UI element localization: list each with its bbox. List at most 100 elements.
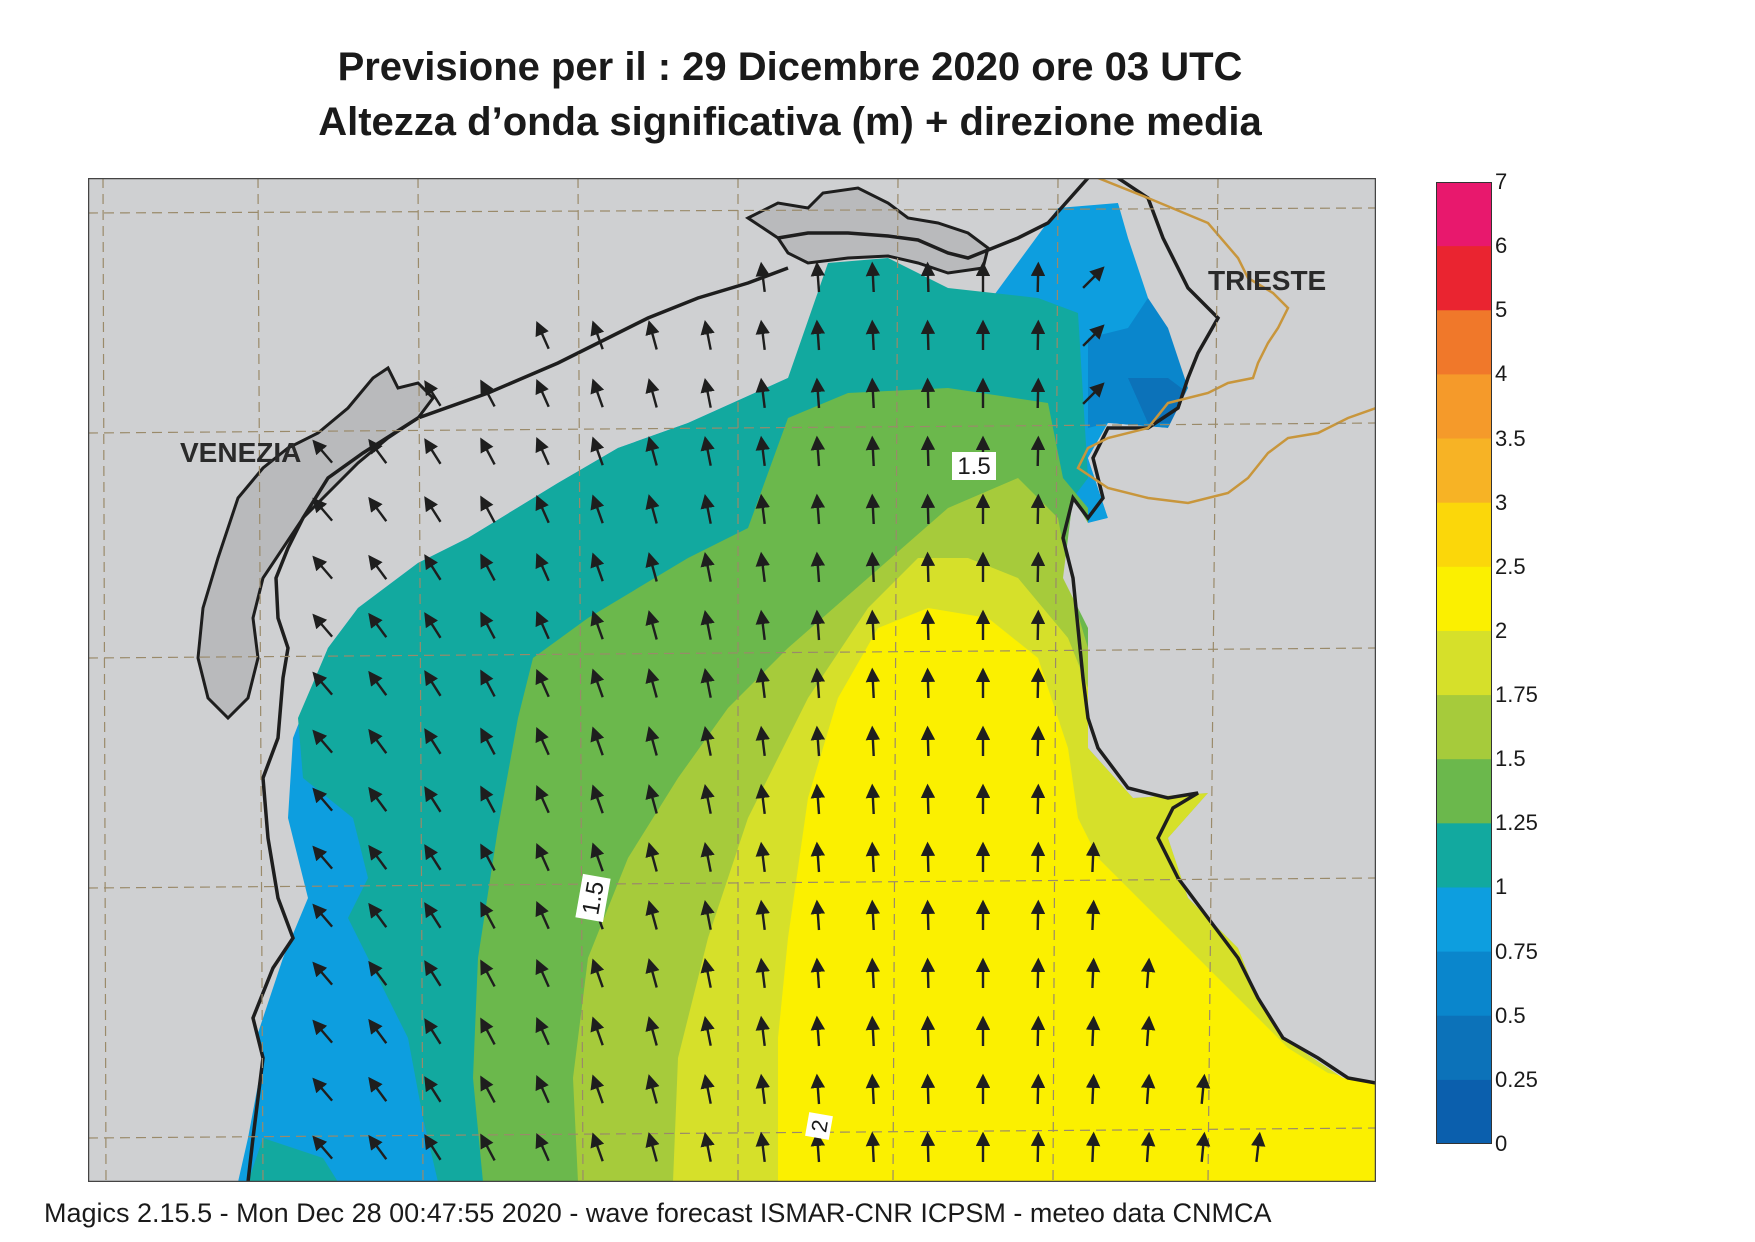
direction-arrow xyxy=(700,667,715,698)
coastline-north xyxy=(777,178,1090,260)
direction-arrow xyxy=(755,899,770,931)
direction-arrow xyxy=(920,435,936,467)
direction-arrow xyxy=(535,495,550,524)
direction-arrow xyxy=(755,609,770,641)
direction-arrow xyxy=(368,1134,388,1160)
direction-arrow xyxy=(1140,1131,1156,1163)
direction-arrow xyxy=(755,841,770,873)
direction-arrow xyxy=(920,1015,936,1047)
direction-arrow xyxy=(535,437,550,466)
legend-tick-label: 0 xyxy=(1495,1131,1508,1156)
svg-text:2: 2 xyxy=(806,1118,833,1134)
title-line-1: Previsione per il : 29 Dicembre 2020 ore… xyxy=(337,45,1243,89)
lagoon-grado xyxy=(745,186,990,275)
direction-arrow xyxy=(1030,377,1046,409)
direction-arrow xyxy=(755,725,770,757)
direction-arrow xyxy=(535,1133,550,1162)
legend-swatch xyxy=(1436,1015,1492,1081)
direction-arrow xyxy=(535,1075,550,1104)
legend-swatch xyxy=(1436,823,1492,888)
legend-swatch xyxy=(1436,951,1492,1017)
legend-tick-label: 3 xyxy=(1495,489,1508,515)
direction-arrow xyxy=(865,899,881,931)
direction-arrow xyxy=(755,377,770,409)
direction-arrow xyxy=(312,1077,334,1102)
legend-swatch xyxy=(1436,887,1492,953)
direction-arrow xyxy=(480,437,496,465)
legend-swatch xyxy=(1436,182,1492,247)
direction-arrow xyxy=(755,319,770,351)
direction-arrow xyxy=(865,957,881,989)
direction-arrow xyxy=(755,1073,770,1105)
direction-arrow xyxy=(1196,1131,1211,1163)
legend-swatch xyxy=(1436,1079,1492,1144)
contour-label-1: 1.5 xyxy=(952,452,996,480)
direction-arrow xyxy=(480,1133,496,1161)
footer-credits: Magics 2.15.5 - Mon Dec 28 00:47:55 2020… xyxy=(44,1198,1272,1228)
legend-tick-label: 0.5 xyxy=(1495,1002,1526,1028)
direction-arrow xyxy=(590,842,605,872)
direction-arrow xyxy=(700,493,715,524)
direction-arrow xyxy=(590,552,605,582)
direction-arrow xyxy=(368,1018,388,1044)
direction-arrow xyxy=(700,725,715,756)
direction-arrow xyxy=(1030,609,1046,641)
legend-tick-label: 0.75 xyxy=(1495,938,1538,964)
direction-arrow xyxy=(590,1132,605,1162)
direction-arrow xyxy=(368,438,388,464)
city-label-trieste: TRIESTE xyxy=(1208,265,1326,296)
direction-arrow xyxy=(755,667,770,699)
direction-arrow xyxy=(700,377,715,408)
direction-arrow xyxy=(920,841,936,873)
direction-arrow xyxy=(700,1073,715,1104)
direction-arrow xyxy=(865,319,881,351)
direction-arrow xyxy=(590,668,605,698)
direction-arrow xyxy=(920,783,936,815)
direction-arrow xyxy=(865,667,881,699)
direction-arrow xyxy=(700,783,715,814)
legend-tick-label: 1.75 xyxy=(1495,682,1538,708)
direction-arrow xyxy=(480,901,496,929)
legend-tick-label: 0.25 xyxy=(1495,1066,1538,1092)
legend-tick-label: 2.5 xyxy=(1495,553,1526,579)
direction-arrow xyxy=(424,670,442,697)
direction-arrow xyxy=(810,957,826,989)
direction-arrow xyxy=(865,609,881,641)
direction-arrow xyxy=(920,319,936,351)
direction-arrow xyxy=(480,1075,496,1103)
direction-arrow xyxy=(590,320,605,350)
legend-swatch xyxy=(1436,630,1492,696)
direction-arrow xyxy=(865,493,881,525)
direction-arrow xyxy=(1085,957,1101,989)
direction-arrow xyxy=(645,1074,660,1104)
legend-tick-label: 7 xyxy=(1495,169,1508,194)
direction-arrow xyxy=(645,378,660,408)
direction-arrow xyxy=(1030,725,1046,757)
direction-arrow xyxy=(590,494,605,524)
city-label-venezia: VENEZIA xyxy=(180,437,301,468)
direction-arrow xyxy=(1140,1073,1156,1105)
direction-arrow xyxy=(645,842,660,872)
direction-arrow xyxy=(535,959,550,988)
contour-label-3: 2 xyxy=(805,1112,833,1140)
direction-arrow xyxy=(312,787,334,812)
direction-arrow xyxy=(480,843,496,871)
direction-arrow xyxy=(810,1073,826,1105)
direction-arrow xyxy=(590,436,605,466)
direction-arrow xyxy=(1030,899,1046,931)
direction-arrow xyxy=(424,438,442,465)
direction-arrow xyxy=(368,960,388,986)
direction-arrow xyxy=(920,667,936,699)
direction-arrow xyxy=(1030,319,1046,351)
direction-arrow xyxy=(920,725,936,757)
direction-arrow xyxy=(1030,261,1046,293)
direction-arrow xyxy=(645,668,660,698)
direction-arrow xyxy=(1082,266,1105,289)
direction-arrow xyxy=(865,1131,881,1163)
direction-arrow xyxy=(865,1015,881,1047)
direction-arrow xyxy=(810,667,826,699)
direction-arrow xyxy=(1140,1015,1156,1047)
direction-arrow xyxy=(424,496,442,523)
direction-arrow xyxy=(645,320,660,350)
direction-arrow xyxy=(755,493,770,525)
